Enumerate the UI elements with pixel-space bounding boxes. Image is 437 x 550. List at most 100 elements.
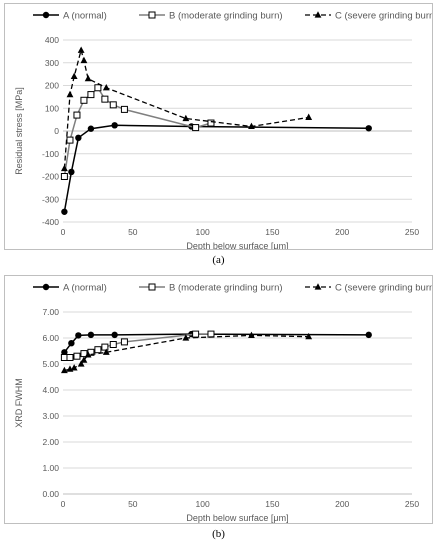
b-ytick-label-0: 0.00 [42, 489, 59, 499]
caption-a: (a) [212, 254, 225, 266]
a-series-2 [60, 46, 313, 172]
a-series-2-point-1 [66, 90, 74, 98]
b-series-2-point-6 [102, 348, 110, 355]
b-legend-marker-1 [148, 283, 156, 291]
a-series-0-point-6 [365, 125, 372, 132]
a-series-2-point-7 [182, 114, 190, 122]
a-series-1-point-6 [101, 95, 109, 103]
b-series-1-point-5 [94, 346, 102, 354]
residual-stress-chart: A (normal) B (moderate grinding burn) C (s… [14, 11, 437, 252]
b-series-2-point-4 [80, 356, 88, 363]
b-ytick-label-5: 5.00 [42, 359, 59, 369]
a-ytick-label-0: -400 [42, 217, 59, 227]
b-series-1-point-10 [207, 330, 215, 338]
b-xtick-label-2: 100 [196, 499, 210, 509]
a-legend-marker-0 [42, 11, 50, 19]
a-ytick-label-7: 300 [45, 58, 59, 68]
b-legend-marker-2 [314, 283, 322, 290]
a-xtick-label-3: 150 [265, 227, 279, 237]
a-ytick-label-3: -100 [42, 149, 59, 159]
b-series-2-point-3 [77, 360, 85, 367]
a-series-1-point-9 [192, 124, 200, 132]
a-x-axis-title: Depth below surface [μm] [186, 241, 288, 249]
a-legend-marker-2 [314, 11, 322, 18]
a-xtick-label-0: 0 [61, 227, 66, 237]
a-xtick-label-1: 50 [128, 227, 138, 237]
a-ytick-label-5: 100 [45, 103, 59, 113]
a-series-2-point-4 [80, 56, 88, 64]
b-xtick-label-3: 150 [265, 499, 279, 509]
a-series-2-point-8 [248, 122, 255, 130]
a-xtick-label-5: 250 [405, 227, 419, 237]
a-ytick-label-1: -300 [42, 194, 59, 204]
a-series-1-point-4 [87, 91, 95, 99]
a-ytick-label-2: -200 [42, 172, 59, 182]
a-series-2-point-6 [102, 83, 110, 91]
a-legend-label-0: A (normal) [63, 11, 107, 22]
a-ytick-label-6: 200 [45, 81, 59, 91]
a-series-2-point-5 [84, 74, 92, 82]
a-series-2-point-2 [70, 72, 78, 79]
b-series-2-point-8 [248, 331, 255, 338]
a-series-1-point-10 [207, 119, 215, 127]
b-x-axis-title: Depth below surface [μm] [186, 513, 288, 523]
a-series-2-point-9 [305, 113, 313, 120]
b-ytick-label-6: 6.00 [42, 333, 59, 343]
a-series-1-point-8 [120, 105, 128, 113]
b-series-1-point-7 [109, 341, 117, 348]
a-series-0 [61, 122, 372, 215]
b-xtick-label-4: 200 [335, 499, 349, 509]
b-xtick-label-5: 250 [405, 499, 419, 509]
a-series-0-point-0 [61, 208, 68, 215]
b-ytick-label-4: 4.00 [42, 385, 59, 395]
b-xtick-label-1: 50 [128, 499, 138, 509]
b-ytick-label-3: 3.00 [42, 411, 59, 421]
chart-panel-b: A (normal) B (moderate grinding burn) C (s… [4, 275, 437, 524]
a-ytick-label-4: 0 [54, 126, 59, 136]
b-series-0-point-0 [61, 349, 68, 356]
b-series-2-point-7 [182, 334, 190, 341]
a-series-0-point-2 [75, 134, 82, 142]
b-series-2-point-9 [305, 332, 313, 340]
b-y-axis-title: XRD FWHM [14, 378, 24, 428]
a-series-0-point-3 [87, 125, 95, 132]
a-series-line-2 [63, 47, 309, 169]
a-series-0-point-4 [111, 122, 118, 129]
b-ytick-label-7: 7.00 [42, 307, 59, 317]
b-series-1-point-8 [120, 338, 128, 346]
a-xtick-label-4: 200 [335, 227, 349, 237]
a-series-1-point-3 [80, 96, 88, 104]
a-ytick-label-8: 400 [45, 35, 59, 45]
b-series-0-point-4 [111, 331, 118, 339]
b-series-1-point-2 [73, 352, 81, 360]
a-series-1-point-2 [73, 111, 81, 119]
chart-panel-a: A (normal) B (moderate grinding burn) C (s… [4, 3, 437, 252]
b-series-0-point-3 [87, 331, 95, 339]
a-legend: A (normal) B (moderate grinding burn) C (s… [33, 11, 437, 22]
b-series-2-point-0 [60, 366, 68, 374]
b-series-0-point-2 [75, 332, 82, 339]
a-series-1-point-1 [66, 136, 74, 144]
a-series-2-point-0 [60, 164, 68, 172]
b-series-line-2 [64, 334, 309, 372]
a-legend-marker-1 [148, 11, 156, 19]
b-series-2 [60, 331, 313, 374]
b-series-2-point-2 [70, 364, 78, 371]
b-legend: A (normal) B (moderate grinding burn) C (s… [33, 283, 437, 294]
b-legend-marker-0 [42, 283, 50, 291]
b-series-1-point-6 [101, 343, 109, 351]
a-series-1-point-5 [94, 84, 102, 92]
b-series-2-point-5 [84, 351, 92, 358]
b-legend-label-0: A (normal) [63, 283, 107, 294]
a-xtick-label-2: 100 [196, 227, 210, 237]
b-series-0-point-1 [68, 340, 75, 347]
xrd-fwhm-chart: A (normal) B (moderate grinding burn) C (s… [14, 283, 437, 524]
b-xtick-label-0: 0 [61, 499, 66, 509]
a-legend-label-1: B (moderate grinding burn) [169, 11, 283, 22]
a-series-0-point-1 [68, 168, 75, 176]
b-ytick-label-1: 1.00 [42, 463, 59, 473]
a-series-1-point-7 [109, 101, 117, 109]
b-legend-label-1: B (moderate grinding burn) [169, 283, 283, 294]
caption-b: (b) [212, 528, 225, 540]
b-series-1-point-9 [192, 330, 200, 338]
